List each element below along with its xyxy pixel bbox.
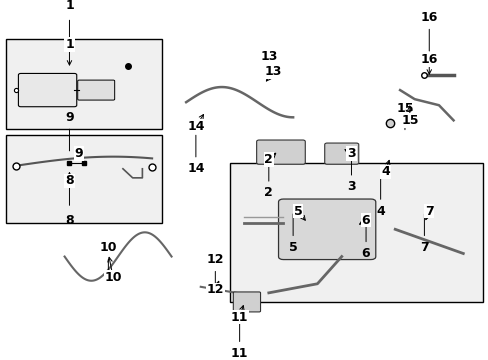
Text: 15: 15 [395,102,413,115]
Text: 7: 7 [424,204,433,218]
Text: 4: 4 [380,165,389,178]
Text: 4: 4 [375,204,384,218]
Text: 11: 11 [230,311,248,324]
Text: 3: 3 [346,180,355,193]
Text: 2: 2 [264,153,273,166]
Bar [6,39,162,130]
Text: 5: 5 [288,241,297,254]
Text: 12: 12 [206,283,224,296]
Text: 9: 9 [65,111,74,124]
Text: 3: 3 [346,147,355,160]
Text: 13: 13 [260,50,277,63]
Text: 8: 8 [65,174,74,187]
FancyBboxPatch shape [324,143,358,164]
Text: 6: 6 [361,214,369,227]
Text: 6: 6 [361,247,369,260]
Bar [6,135,162,223]
FancyBboxPatch shape [19,73,77,107]
Text: 1: 1 [65,0,74,12]
Text: 2: 2 [264,186,273,199]
Text: 16: 16 [420,53,437,66]
Text: 10: 10 [104,271,122,284]
Text: 16: 16 [420,11,437,24]
Text: 15: 15 [400,114,418,127]
FancyBboxPatch shape [78,80,115,100]
FancyBboxPatch shape [256,140,305,164]
Text: 10: 10 [100,241,117,254]
Text: 5: 5 [293,204,302,218]
Text: 7: 7 [419,241,428,254]
FancyBboxPatch shape [278,199,375,260]
Text: 9: 9 [75,147,83,160]
Text: 11: 11 [230,347,248,360]
Text: 8: 8 [65,214,74,227]
Text: 14: 14 [187,120,204,133]
Text: 12: 12 [206,253,224,266]
Text: 13: 13 [264,66,282,78]
FancyBboxPatch shape [233,292,260,312]
Text: 14: 14 [187,162,204,175]
Text: 1: 1 [65,38,74,51]
Bar [229,163,482,302]
